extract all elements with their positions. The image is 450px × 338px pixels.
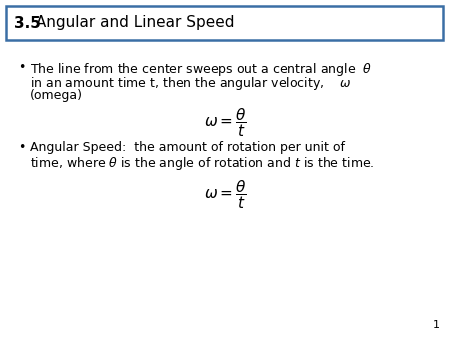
Text: in an amount time t, then the angular velocity,    $\omega$: in an amount time t, then the angular ve…	[30, 75, 351, 92]
Text: $\omega = \dfrac{\theta}{t}$: $\omega = \dfrac{\theta}{t}$	[203, 178, 247, 211]
Text: •: •	[18, 61, 25, 74]
Text: Angular and Linear Speed: Angular and Linear Speed	[31, 16, 234, 30]
Text: 3.5: 3.5	[14, 16, 41, 30]
Text: The line from the center sweeps out a central angle  $\theta$: The line from the center sweeps out a ce…	[30, 61, 372, 78]
Text: $\omega = \dfrac{\theta}{t}$: $\omega = \dfrac{\theta}{t}$	[203, 106, 247, 139]
Text: •: •	[18, 141, 25, 154]
Text: 1: 1	[433, 320, 440, 330]
Text: (omega): (omega)	[30, 89, 83, 102]
Text: time, where $\theta$ is the angle of rotation and $t$ is the time.: time, where $\theta$ is the angle of rot…	[30, 155, 374, 172]
Text: Angular Speed:  the amount of rotation per unit of: Angular Speed: the amount of rotation pe…	[30, 141, 345, 154]
FancyBboxPatch shape	[6, 6, 443, 40]
